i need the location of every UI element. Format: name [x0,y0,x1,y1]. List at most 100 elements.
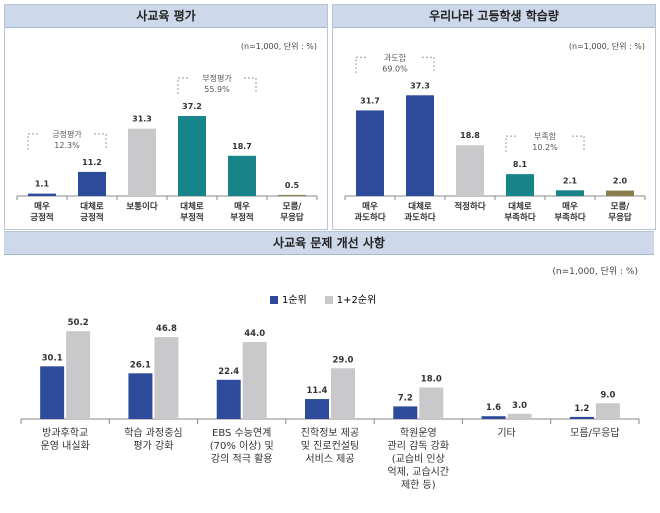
category-label: 기타 [497,427,515,439]
unit-note: (n=1,000, 단위 : %) [568,42,645,51]
data-label: 18.7 [232,142,252,151]
category-label: 대체로 [80,201,104,212]
category-label: 모름/ [283,201,303,212]
category-label: 부족하다 [554,212,585,223]
bar-rank12 [154,337,179,419]
category-label: 매우 [34,201,50,212]
category-label: 보통이다 [126,201,157,212]
legend-label: 1+2순위 [336,295,377,306]
data-label: 46.8 [156,324,177,334]
bar [406,95,434,196]
data-label: 2.0 [613,177,628,186]
bar [28,193,56,196]
chart-title: 사교육 평가 [5,5,327,28]
category-label: 과도하다 [404,212,435,223]
category-label: 대체로 [508,201,532,212]
data-label: 1.1 [35,180,50,189]
category-label: 학습 과정중심 [124,427,182,439]
bar-rank12 [66,331,91,419]
bar [78,171,106,196]
category-label: (교습비 인상 [392,453,445,465]
category-label: 제한 등) [401,479,436,491]
annotation-bracket [505,135,585,153]
annotation-bracket [27,133,107,150]
annotation-value: 69.0% [382,64,408,73]
category-label: 부정적 [180,212,203,223]
legend: 1순위 1+2순위 [270,291,376,306]
category-label: 강의 적극 활용 [211,452,273,465]
data-label: 18.0 [421,375,442,385]
category-label: 과도하다 [354,212,385,223]
bar [356,110,384,196]
bar [228,155,256,196]
data-label: 44.0 [244,329,265,339]
bar-rank1 [393,406,418,419]
legend-item-rank12: 1+2순위 [324,291,377,306]
bar-rank1 [481,416,506,419]
bar [506,174,534,196]
category-label: 부족하다 [504,212,535,223]
category-label: 긍정적 [80,212,103,223]
data-label: 18.8 [460,131,480,140]
bar-rank12 [419,387,444,419]
annotation-label: 과도함 [384,53,407,62]
category-label: 대체로 [180,201,204,212]
legend-item-rank1: 1순위 [270,291,307,306]
annotation-value: 10.2% [532,143,558,152]
bar [278,194,306,196]
panel-study-load: 우리나라 고등학생 학습량 (n=1,000, 단위 : %) 31.7 매우 과도… [332,4,656,230]
unit-note: (n=1,000, 단위 : %) [552,267,638,277]
annotation-label: 긍정평가 [52,129,82,139]
data-label: 37.2 [182,102,202,111]
data-label: 0.5 [285,181,300,190]
category-label: 무응답 [608,212,632,223]
bar-rank12 [242,342,267,419]
data-label: 3.0 [512,401,527,411]
data-label: 37.3 [410,81,430,90]
data-label: 31.7 [360,96,380,105]
category-label: 운영 내실화 [41,440,90,452]
category-label: 매우 [234,201,250,212]
annotation-bracket [177,77,257,95]
bar-rank1 [40,366,65,419]
category-label: 대체로 [408,201,432,212]
category-label: 학원운영 [400,427,437,439]
category-label: 긍정적 [30,212,53,223]
bar-rank1 [305,399,329,419]
bar [128,128,156,196]
bar-rank1 [216,379,241,419]
data-label: 9.0 [600,390,615,400]
annotation-label: 부족함 [534,132,557,141]
category-label: 모름/ [611,201,631,212]
category-label: 관리 감독 강화 [388,440,450,452]
category-label: 진학정보 제공 [301,427,359,439]
annotation-bracket [355,56,435,74]
legend-swatch [270,296,278,304]
data-label: 26.1 [130,360,151,370]
unit-note: (n=1,000, 단위 : %) [240,42,317,51]
data-label: 2.1 [563,176,578,185]
bar-rank12 [595,403,620,419]
category-label: 부정적 [230,212,253,223]
bar-rank12 [331,368,355,419]
panel-private-education-evaluation: 사교육 평가 (n=1,000, 단위 : %) 1.1 매우 긍정적 11.2 대체로… [4,4,328,230]
data-label: 22.4 [218,367,239,377]
category-label: 및 진로컨설팅 [301,440,359,452]
data-label: 8.1 [513,160,528,169]
data-label: 1.6 [486,403,501,413]
data-label: 11.4 [307,386,328,396]
chart-title: 사교육 문제 개선 사항 [4,232,654,255]
category-label: 무응답 [280,212,304,223]
category-label: (70% 이상) 및 [210,440,274,452]
data-label: 31.3 [132,115,152,124]
category-label: 억제, 교습시간 [388,466,450,478]
bar [178,116,206,196]
bar-rank1 [569,416,594,419]
chart-title: 우리나라 고등학생 학습량 [333,5,655,28]
annotation-label: 부정평가 [202,73,232,83]
category-label: 매우 [562,201,578,212]
data-label: 7.2 [398,393,413,403]
bar-rank1 [128,373,153,419]
